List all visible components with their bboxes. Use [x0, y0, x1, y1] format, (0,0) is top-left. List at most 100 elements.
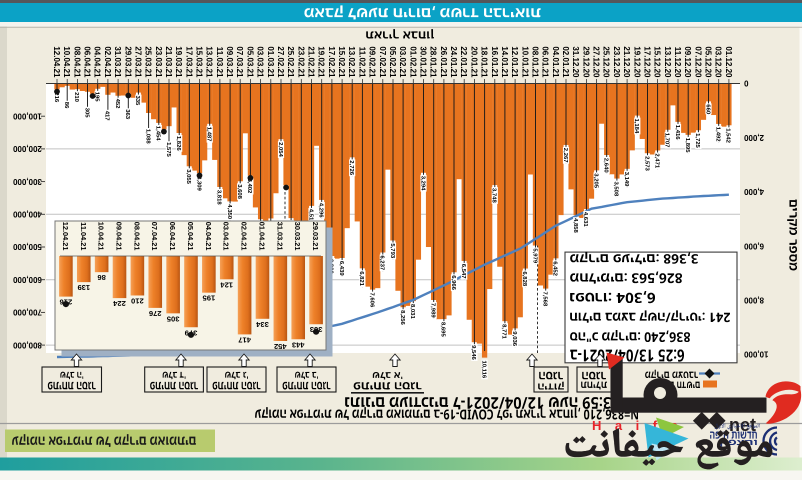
svg-text:17.12.20: 17.12.20 [643, 46, 652, 78]
svg-text:1,416: 1,416 [674, 125, 680, 140]
svg-text:01.04.21: 01.04.21 [258, 222, 267, 251]
svg-text:net: net [729, 415, 756, 435]
svg-text:8,031: 8,031 [409, 304, 415, 319]
svg-text:9,546: 9,546 [470, 345, 476, 360]
svg-text:04.01.21: 04.01.21 [551, 46, 560, 78]
svg-text:30.03.21: 30.03.21 [293, 222, 302, 251]
svg-text:335: 335 [134, 96, 140, 107]
svg-text:06.01.21: 06.01.21 [541, 46, 550, 78]
svg-text:31.03.21: 31.03.21 [113, 46, 122, 78]
svg-text:19.03.21: 19.03.21 [174, 46, 183, 78]
svg-text:4,516: 4,516 [307, 209, 313, 224]
svg-text:25.12.20: 25.12.20 [602, 46, 611, 78]
svg-text:195: 195 [202, 294, 215, 303]
svg-text:26.01.21: 26.01.21 [439, 46, 448, 78]
svg-text:7,568: 7,568 [542, 292, 548, 307]
svg-text:4,631: 4,631 [582, 212, 588, 227]
svg-text:6,966: 6,966 [450, 275, 456, 290]
svg-text:4,296: 4,296 [318, 203, 324, 218]
svg-text:443: 443 [292, 340, 305, 349]
svg-text:22.01.21: 22.01.21 [459, 46, 468, 78]
svg-text:139: 139 [77, 283, 90, 292]
svg-text:6,439: 6,439 [338, 261, 344, 276]
svg-text:25.03.21: 25.03.21 [144, 46, 153, 78]
svg-text:10.01.21: 10.01.21 [520, 46, 529, 78]
svg-text:01.12.20: 01.12.20 [724, 46, 733, 78]
svg-text:21.02.21: 21.02.21 [307, 46, 316, 78]
svg-text:10,000: 10,000 [743, 350, 768, 359]
svg-text:210: 210 [131, 297, 144, 306]
svg-text:03.02.21: 03.02.21 [398, 46, 407, 78]
svg-text:09.04.21: 09.04.21 [115, 222, 124, 251]
svg-text:9,036: 9,036 [511, 331, 517, 346]
svg-text:6,452: 6,452 [552, 261, 558, 276]
svg-text:21.03.21: 21.03.21 [164, 46, 173, 78]
svg-text:4,858: 4,858 [572, 218, 578, 233]
svg-text:23.03.21: 23.03.21 [154, 46, 163, 78]
svg-text:2,726: 2,726 [348, 160, 354, 175]
svg-text:6,237: 6,237 [379, 255, 385, 270]
svg-text:6,821: 6,821 [358, 271, 364, 286]
svg-text:05.02.21: 05.02.21 [388, 46, 397, 78]
svg-text:31.12.20: 31.12.20 [571, 46, 580, 78]
svg-text:86: 86 [97, 273, 105, 282]
svg-text:1,826: 1,826 [175, 136, 181, 151]
svg-text:3,748: 3,748 [491, 188, 497, 203]
svg-text:195: 195 [94, 92, 100, 103]
svg-text:07.04.21: 07.04.21 [150, 222, 159, 251]
svg-text:19.02.21: 19.02.21 [317, 46, 326, 78]
svg-text:1,895: 1,895 [684, 138, 690, 153]
svg-text:12.04.21: 12.04.21 [61, 222, 70, 251]
svg-text:4,000: 4,000 [743, 187, 764, 196]
svg-text:20.01.21: 20.01.21 [469, 46, 478, 78]
svg-text:04.04.21: 04.04.21 [204, 222, 213, 251]
svg-text:03.12.20: 03.12.20 [714, 46, 723, 78]
svg-text:1,725: 1,725 [694, 133, 700, 148]
svg-text:6,000: 6,000 [743, 241, 764, 250]
svg-text:05.03.21: 05.03.21 [245, 46, 254, 78]
svg-text:03.04.21: 03.04.21 [222, 222, 231, 251]
svg-text:2,000: 2,000 [743, 133, 764, 142]
svg-text:2,573: 2,573 [643, 156, 649, 171]
svg-text:29.12.20: 29.12.20 [581, 46, 590, 78]
svg-text:11.03.21: 11.03.21 [215, 47, 224, 78]
svg-text:14.01.21: 14.01.21 [500, 46, 509, 78]
svg-text:04.04.21: 04.04.21 [93, 46, 102, 78]
svg-text:1,707: 1,707 [664, 133, 670, 148]
svg-text:09.12.20: 09.12.20 [683, 46, 692, 78]
svg-text:23.02.21: 23.02.21 [296, 46, 305, 78]
svg-text:07.03.21: 07.03.21 [235, 46, 244, 78]
svg-text:3,608: 3,608 [236, 184, 242, 199]
svg-text:12.04.21: 12.04.21 [52, 46, 61, 78]
svg-text:86: 86 [63, 102, 69, 109]
svg-text:363: 363 [124, 109, 130, 120]
svg-text:10.04.21: 10.04.21 [97, 222, 106, 251]
svg-text:417: 417 [104, 111, 110, 122]
svg-text:7,989: 7,989 [430, 303, 436, 318]
svg-text:06.04.21: 06.04.21 [83, 46, 92, 78]
svg-text:02.04.21: 02.04.21 [103, 46, 112, 78]
svg-text:3,818: 3,818 [216, 190, 222, 205]
svg-text:13.02.21: 13.02.21 [347, 46, 356, 78]
svg-text:05.12.20: 05.12.20 [704, 46, 713, 78]
svg-text:1,184: 1,184 [633, 119, 639, 134]
svg-text:3,055: 3,055 [185, 169, 191, 184]
svg-text:6,828: 6,828 [521, 271, 527, 286]
svg-text:23.12.20: 23.12.20 [612, 46, 621, 78]
svg-text:08.04.21: 08.04.21 [132, 222, 141, 251]
svg-text:02.04.21: 02.04.21 [240, 222, 249, 251]
svg-text:800,000: 800,000 [12, 340, 41, 349]
svg-text:3,508: 3,508 [613, 182, 619, 197]
svg-text:3,402: 3,402 [246, 179, 252, 194]
svg-text:1,487: 1,487 [206, 127, 212, 142]
svg-text:210: 210 [73, 92, 79, 103]
svg-text:1,575: 1,575 [165, 142, 171, 157]
svg-text:07.02.21: 07.02.21 [378, 46, 387, 78]
svg-text:10,116: 10,116 [480, 361, 486, 379]
svg-text:8,000: 8,000 [743, 296, 764, 305]
svg-text:7,606: 7,606 [368, 293, 374, 308]
svg-text:12.01.21: 12.01.21 [510, 46, 519, 78]
svg-text:500,000: 500,000 [12, 242, 41, 251]
svg-text:3,294: 3,294 [419, 176, 425, 191]
svg-text:224: 224 [112, 299, 125, 308]
